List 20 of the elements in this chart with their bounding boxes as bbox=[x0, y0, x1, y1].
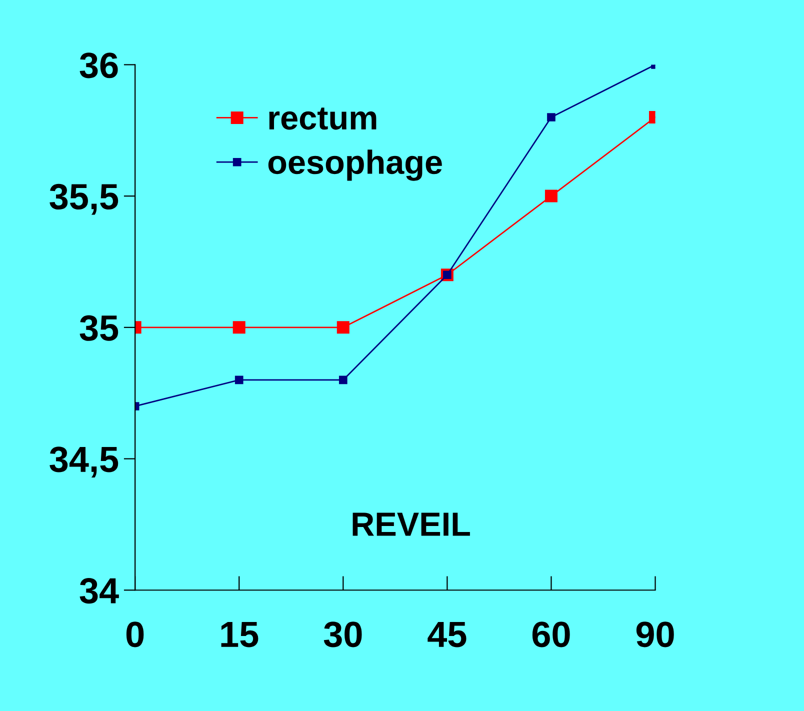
x-tick-label: 60 bbox=[532, 622, 570, 648]
x-tick-label: 15 bbox=[221, 622, 258, 648]
x-tick-label: 0 bbox=[126, 622, 144, 648]
y-tick-label: 34,5 bbox=[50, 446, 118, 478]
y-tick-label: 35 bbox=[80, 315, 118, 341]
point bbox=[544, 190, 558, 202]
y-tick-label: 36 bbox=[80, 52, 118, 78]
legend-label: oesophage bbox=[268, 150, 442, 181]
point bbox=[547, 113, 556, 122]
legend-label: rectum bbox=[269, 108, 376, 130]
point bbox=[232, 321, 246, 334]
x-tick-label: 30 bbox=[324, 622, 362, 648]
point bbox=[338, 376, 348, 384]
annotation: REVEIL bbox=[352, 512, 470, 536]
y-tick-label: 35,5 bbox=[50, 184, 118, 215]
x-tick-label: 90 bbox=[636, 622, 674, 648]
point bbox=[234, 376, 244, 384]
y-tick-label: 34 bbox=[80, 578, 119, 604]
point bbox=[336, 321, 350, 334]
x-tick-label: 45 bbox=[428, 622, 466, 648]
